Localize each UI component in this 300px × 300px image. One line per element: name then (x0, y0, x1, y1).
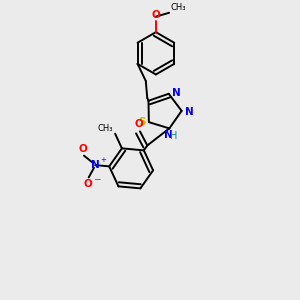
Text: −: − (93, 174, 100, 183)
Text: N: N (185, 107, 194, 117)
Text: N: N (164, 130, 172, 140)
Text: H: H (170, 131, 177, 141)
Text: O: O (152, 10, 160, 20)
Text: O: O (134, 119, 143, 129)
Text: CH₃: CH₃ (97, 124, 113, 133)
Text: +: + (100, 157, 106, 163)
Text: N: N (172, 88, 181, 98)
Text: O: O (79, 144, 87, 154)
Text: CH₃: CH₃ (171, 3, 186, 12)
Text: O: O (83, 179, 92, 189)
Text: S: S (138, 117, 146, 127)
Text: N: N (91, 160, 100, 170)
